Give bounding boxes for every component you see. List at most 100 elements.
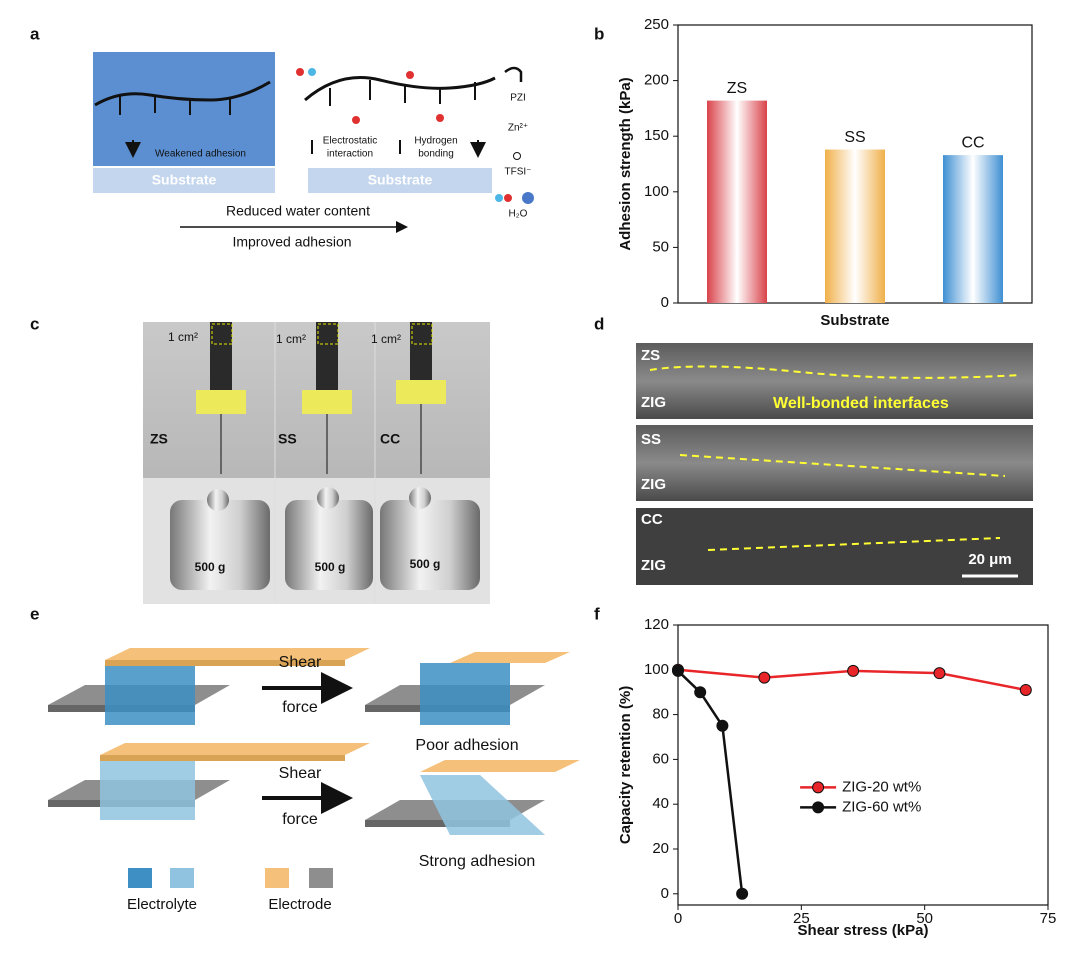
label: CC [641, 511, 663, 528]
water [296, 68, 304, 76]
x-tick-label: 0 [674, 910, 682, 927]
marker [694, 686, 707, 699]
tfsi-icon [513, 152, 521, 160]
legend-label: H₂O [509, 209, 528, 220]
water-icon [504, 194, 512, 202]
substrate [93, 168, 275, 193]
water-box [93, 52, 275, 166]
label: CC [380, 431, 400, 447]
y-tick-label: 0 [661, 294, 669, 311]
substrate [308, 168, 492, 193]
label: Hydrogen [414, 136, 457, 147]
legend-label: Electrode [268, 896, 331, 913]
polymer-chain [304, 76, 496, 102]
legend-label: PZI [510, 93, 526, 104]
legend-label: Zn²⁺ [508, 123, 528, 134]
label: Shear [279, 765, 322, 782]
label: ZIG [641, 476, 666, 493]
label: Electrostatic [323, 136, 377, 147]
y-tick-label: 120 [644, 616, 669, 633]
y-tick-label: 250 [644, 16, 669, 33]
marker [672, 664, 684, 677]
label: Weakened adhesion [155, 149, 246, 160]
y-tick-label: 50 [652, 238, 669, 255]
label: 500 g [315, 560, 346, 574]
cell-after [365, 760, 580, 835]
y-axis-label: Capacity retention (%) [617, 686, 634, 844]
bar [825, 149, 885, 303]
label: force [282, 811, 318, 828]
y-tick-label: 40 [652, 795, 669, 812]
label: SS [641, 431, 661, 448]
cell-before [48, 648, 370, 725]
panel-c: 1 cm² 1 cm² 1 cm² ZS SS CC 500 g 500 g 5… [143, 322, 490, 604]
bar-label: CC [961, 134, 984, 151]
panel-label: b [594, 24, 604, 43]
side-chains [329, 80, 476, 106]
label: SS [278, 431, 297, 447]
photo-sample [170, 322, 480, 604]
bar [943, 155, 1003, 303]
label: Poor adhesion [415, 737, 518, 754]
x-tick-label: 50 [916, 910, 933, 927]
y-tick-label: 100 [644, 661, 669, 678]
sem-image [636, 508, 1033, 585]
y-tick-label: 20 [652, 840, 669, 857]
label: Improved adhesion [232, 234, 351, 250]
label: Substrate [368, 172, 433, 188]
panel-label: a [30, 24, 40, 43]
legend-marker [812, 801, 825, 814]
label: ZIG [641, 394, 666, 411]
sem-image [636, 343, 1033, 419]
legend-swatch [265, 868, 289, 888]
y-tick-label: 80 [652, 706, 669, 723]
legend-label: Electrolyte [127, 896, 197, 913]
x-tick-label: 25 [793, 910, 810, 927]
label: Shear [279, 654, 322, 671]
panel-label: e [30, 604, 39, 623]
label: bonding [418, 149, 454, 160]
arrow [311, 140, 478, 154]
panel-e: Shear force Poor adhesion Shear force St… [48, 648, 580, 913]
legend-swatch [170, 868, 194, 888]
label: Well-bonded interfaces [773, 395, 949, 412]
bar-label: ZS [727, 80, 747, 97]
legend-label: TFSI⁻ [505, 167, 532, 178]
label: Substrate [152, 172, 217, 188]
marker [933, 667, 946, 680]
panel-label: d [594, 314, 604, 333]
y-tick-label: 0 [661, 885, 669, 902]
cell-before [48, 743, 370, 820]
y-tick-label: 100 [644, 183, 669, 200]
marker [716, 719, 729, 732]
interface-line [649, 365, 1021, 379]
bar [707, 100, 767, 303]
panel-label: f [594, 604, 600, 623]
legend-marker [812, 781, 825, 794]
label: ZS [150, 431, 168, 447]
label: 1 cm² [168, 330, 198, 344]
y-axis-label: Adhesion strength (kPa) [617, 77, 634, 250]
legend-swatch [309, 868, 333, 888]
sem-image [636, 425, 1033, 501]
x-tick-label: 75 [1040, 910, 1057, 927]
water-icon [522, 192, 534, 204]
label: ZS [641, 347, 660, 364]
label: 1 cm² [276, 332, 306, 346]
label: Strong adhesion [419, 853, 536, 870]
legend-label: ZIG-60 wt% [842, 798, 921, 815]
plot-frame [677, 624, 1049, 906]
water [352, 116, 360, 124]
x-axis-label: Substrate [820, 312, 889, 329]
marker [1019, 683, 1032, 696]
label: 500 g [410, 557, 441, 571]
water [436, 114, 444, 122]
bar-label: SS [844, 129, 865, 146]
marker [758, 671, 771, 684]
water-icon [495, 194, 503, 202]
x-axis-label: Shear stress (kPa) [798, 922, 929, 939]
water [406, 71, 414, 79]
label: interaction [327, 149, 373, 160]
label: Reduced water content [226, 203, 370, 219]
interface-line [679, 454, 1006, 477]
